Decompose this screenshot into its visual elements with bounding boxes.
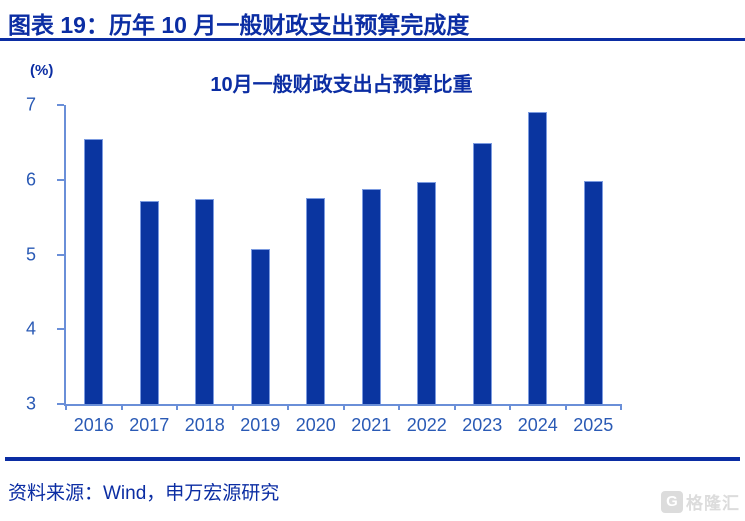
x-axis-tick-label: 2020 xyxy=(295,415,336,435)
x-axis-tick-mark xyxy=(564,404,567,410)
x-axis-tick-mark xyxy=(176,404,178,410)
y-axis-tick-mark xyxy=(57,104,64,106)
bar-2023 xyxy=(472,143,492,404)
footer-divider xyxy=(5,457,740,461)
x-axis-tick-label: 2022 xyxy=(406,415,447,435)
y-axis-unit-label: (%) xyxy=(30,62,54,79)
y-axis-tick-mark xyxy=(57,328,64,331)
y-axis-tick-mark xyxy=(57,253,64,256)
bar-2018 xyxy=(195,199,215,404)
x-axis-tick-label: 2024 xyxy=(517,415,558,435)
plot-area: 7 6 5 4 3 2016 2017 2018 2019 2020 2021 2022 2023 202… xyxy=(26,95,622,435)
watermark: G 格隆汇 xyxy=(661,489,740,514)
watermark-logo-icon: G xyxy=(661,490,683,513)
x-axis-tick-mark xyxy=(287,404,289,410)
chart-title: 10月一般财政支出占预算比重 xyxy=(210,74,473,96)
y-axis-tick-mark xyxy=(57,403,64,405)
x-axis-tick-label: 2023 xyxy=(462,415,503,435)
bar-2021 xyxy=(361,189,381,404)
data-source-note: 资料来源：Wind，申万宏源研究 xyxy=(8,483,280,504)
y-axis-tick-mark xyxy=(57,178,64,181)
bar-2020 xyxy=(306,197,326,404)
bar-2017 xyxy=(139,201,159,404)
bar-2022 xyxy=(417,182,437,404)
x-axis-tick-label: 2019 xyxy=(240,415,281,435)
x-axis-tick-mark xyxy=(620,404,622,410)
watermark-label: 格隆汇 xyxy=(686,494,740,513)
bar-2016 xyxy=(84,139,104,404)
bar-2024 xyxy=(528,112,548,404)
x-axis-tick-label: 2016 xyxy=(73,415,114,435)
x-axis-tick-mark xyxy=(231,404,234,410)
x-axis-tick-mark xyxy=(398,404,400,410)
x-axis-tick-label: 2021 xyxy=(351,415,392,435)
x-axis-tick-mark xyxy=(342,404,345,410)
caption-underline xyxy=(0,38,745,41)
bar-2019 xyxy=(250,248,270,404)
x-axis-tick-label: 2025 xyxy=(573,415,614,435)
x-axis-tick-mark xyxy=(65,404,67,410)
y-axis-tick-label: 4 xyxy=(25,318,36,339)
y-axis-tick-label: 6 xyxy=(25,169,36,190)
figure-caption: 图表 19：历年 10 月一般财政支出预算完成度 xyxy=(8,12,470,38)
x-axis-tick-mark xyxy=(453,404,456,410)
y-axis-tick-label: 7 xyxy=(25,94,36,115)
y-axis-tick-label: 3 xyxy=(25,393,36,414)
x-axis-tick-mark xyxy=(509,404,511,410)
x-axis-tick-label: 2017 xyxy=(129,415,170,435)
x-axis-tick-mark xyxy=(120,404,123,410)
bar-2025 xyxy=(583,181,603,404)
y-axis-tick-label: 5 xyxy=(25,244,36,264)
x-axis-tick-label: 2018 xyxy=(184,415,225,435)
